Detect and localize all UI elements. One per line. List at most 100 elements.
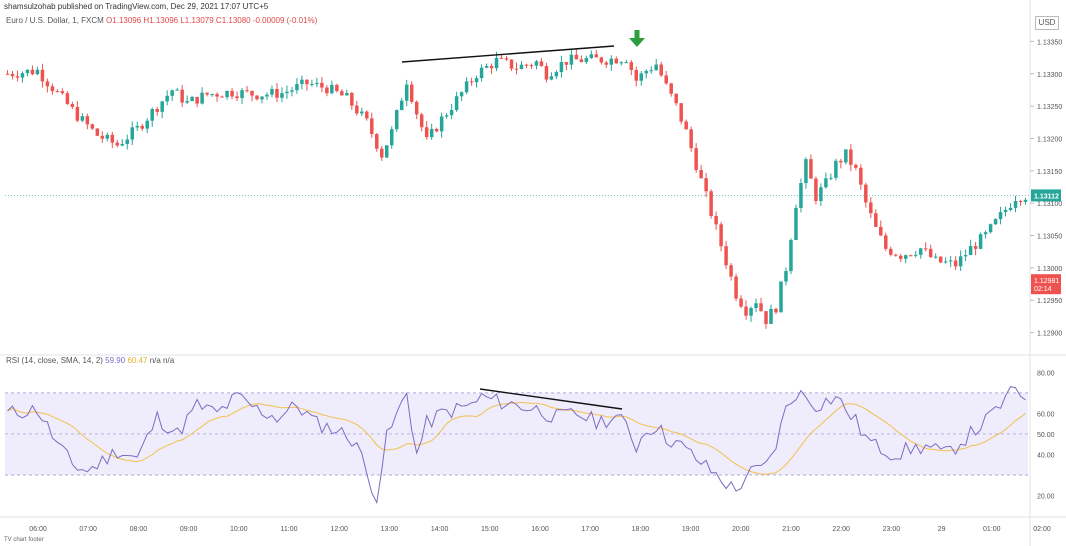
candle-body [1003, 209, 1008, 213]
rsi-name: RSI (14, close, SMA, 14, 2) [6, 356, 103, 365]
candle-body [355, 105, 359, 114]
candle-body [879, 226, 883, 236]
candle-body [380, 148, 384, 158]
candle-body [50, 86, 55, 92]
candle-body [958, 256, 963, 267]
candle-body [549, 76, 554, 80]
candle-body [489, 66, 494, 69]
candle-body [449, 110, 454, 116]
candle-body [245, 90, 249, 92]
candle-body [469, 81, 474, 83]
candle-body [305, 79, 309, 85]
price-tick-label: 1.13100 [1037, 201, 1062, 208]
time-label: 02:00 [1033, 526, 1051, 533]
candle-body [225, 90, 229, 98]
time-label: 12:00 [330, 526, 348, 533]
candle-body [709, 191, 713, 217]
candle-body [1023, 199, 1028, 202]
time-label: 09:00 [180, 526, 198, 533]
candle-body [744, 306, 748, 316]
rsi-tick-label: 80.00 [1037, 370, 1055, 377]
candle-body [704, 178, 708, 192]
candle-body [55, 91, 60, 93]
candle-body [210, 94, 214, 96]
candle-body [864, 184, 868, 203]
candle-body [509, 59, 514, 69]
candle-body [619, 62, 624, 64]
time-label: 29 [938, 526, 946, 533]
price-trendline [401, 45, 615, 63]
candle-body [634, 69, 639, 81]
candle-body [963, 255, 968, 257]
candle-body [928, 248, 933, 258]
candle-body [554, 72, 559, 77]
candle-body [65, 93, 70, 104]
time-label: 10:00 [230, 526, 248, 533]
candle-body [45, 81, 50, 87]
time-label: 21:00 [782, 526, 800, 533]
price-tick-label: 1.13150 [1037, 169, 1062, 176]
candle-body [609, 58, 614, 65]
candle-body [923, 248, 928, 250]
countdown-time-label: 02:14 [1034, 286, 1052, 293]
price-tick-label: 1.13350 [1037, 39, 1062, 46]
candle-body [250, 90, 254, 96]
time-label: 08:00 [130, 526, 148, 533]
rsi-trendline [479, 388, 623, 410]
candle-body [639, 73, 644, 81]
candle-body [429, 128, 434, 138]
publisher-header: shamsulzohab published on TradingView.co… [4, 2, 269, 11]
candle-body [529, 65, 534, 67]
time-label: 06:00 [29, 526, 47, 533]
candle-body [150, 109, 154, 121]
candle-body [604, 62, 609, 65]
candle-body [933, 256, 938, 258]
candle-body [938, 256, 943, 263]
candle-body [679, 103, 683, 122]
candle-body [484, 66, 489, 68]
candle-body [375, 134, 379, 149]
candle-body [240, 90, 244, 99]
rsi-legend[interactable]: RSI (14, close, SMA, 14, 2) 59.90 60.47 … [6, 356, 174, 365]
candle-body [724, 246, 728, 266]
candle-body [325, 87, 329, 94]
symbol-legend[interactable]: Euro / U.S. Dollar, 1, FXCM O1.13096 H1.… [6, 16, 317, 25]
candle-body [140, 125, 144, 129]
time-label: 16:00 [531, 526, 549, 533]
candle-body [674, 93, 678, 104]
rsi-ma-value: 60.47 [127, 356, 148, 365]
candle-body [175, 89, 179, 91]
candle-body [814, 178, 818, 202]
candle-body [155, 109, 159, 112]
currency-button[interactable]: USD [1035, 16, 1059, 30]
candle-body [569, 54, 574, 65]
candle-body [694, 148, 698, 170]
candle-body [714, 216, 718, 225]
candle-body [215, 94, 219, 97]
candle-body [589, 54, 594, 59]
candle-body [404, 84, 409, 101]
candle-body [953, 260, 958, 267]
candle-body [260, 96, 264, 100]
candle-body [889, 248, 893, 255]
candle-body [784, 271, 788, 282]
time-label: 18:00 [632, 526, 650, 533]
candle-body [290, 90, 294, 92]
candle-body [474, 78, 479, 83]
candle-body [60, 91, 65, 94]
candle-body [165, 95, 169, 102]
candle-body [394, 110, 399, 130]
candle-body [689, 129, 693, 149]
candle-body [340, 91, 344, 96]
candle-body [968, 246, 973, 256]
rsi-line [7, 386, 1026, 505]
rsi-extra: n/a n/a [149, 356, 175, 365]
candle-body [335, 84, 339, 92]
candle-body [514, 68, 519, 70]
candle-body [719, 224, 723, 247]
candlestick-series [5, 48, 1028, 329]
candle-body [145, 120, 149, 129]
candle-body [978, 234, 983, 249]
time-label: 19:00 [682, 526, 700, 533]
